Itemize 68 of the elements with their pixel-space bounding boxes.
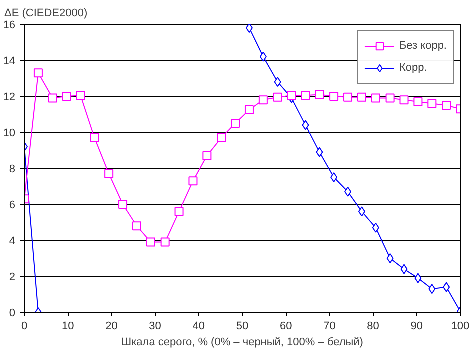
point (188, 176, 198, 186)
point (244, 106, 254, 114)
point (202, 151, 212, 160)
point (174, 207, 184, 216)
point (316, 147, 324, 158)
point (231, 119, 240, 128)
point (371, 94, 380, 103)
x-tick-label: 80 (367, 320, 380, 332)
x-tick-label: 40 (192, 320, 206, 332)
y-tick-label: 6 (9, 200, 16, 212)
point (258, 96, 268, 105)
point (443, 282, 450, 292)
point (76, 91, 86, 100)
point (428, 99, 437, 108)
point (274, 77, 282, 88)
point (428, 284, 436, 294)
point (302, 120, 310, 130)
y-tick-label: 4 (9, 236, 16, 248)
point (273, 92, 282, 102)
y-tick-label: 8 (9, 164, 16, 176)
point (48, 94, 58, 103)
y-tick-label: 2 (9, 272, 16, 284)
point (442, 101, 452, 110)
point (358, 206, 366, 217)
x-tick-label: 90 (410, 320, 424, 332)
point (344, 186, 352, 197)
x-axis-title: Шкала серого, % (0% – черный, 100% – белый) (122, 336, 364, 348)
y-tick-label: 10 (3, 128, 16, 140)
x-tick-label: 10 (62, 320, 74, 332)
legend-label: Корр. (399, 61, 428, 76)
point (34, 68, 43, 78)
point (330, 92, 339, 101)
point (414, 273, 422, 284)
point (414, 97, 423, 106)
point (287, 91, 296, 100)
y-axis-title: ΔE (CIEDE2000) (4, 8, 88, 20)
point (62, 92, 72, 101)
point (301, 91, 310, 100)
x-tick-label: 100 (451, 320, 470, 332)
point (386, 94, 395, 103)
point (160, 238, 170, 247)
point (217, 133, 226, 142)
point (146, 238, 156, 247)
point (132, 222, 142, 231)
x-tick-label: 70 (324, 320, 336, 332)
point (260, 52, 267, 62)
point (400, 96, 409, 105)
y-tick-label: 14 (3, 56, 16, 68)
point (118, 200, 128, 209)
y-tick-label: 0 (9, 308, 16, 320)
x-tick-label: 20 (106, 320, 118, 332)
y-tick-label: 12 (3, 92, 16, 104)
point (104, 169, 114, 178)
y-tick-label: 16 (3, 20, 16, 32)
point (386, 254, 394, 264)
point (90, 133, 100, 142)
point (357, 92, 366, 102)
point (315, 90, 324, 100)
x-tick-label: 50 (236, 320, 249, 332)
point (330, 172, 338, 182)
point (344, 92, 353, 102)
legend-label: Без корр. (399, 39, 447, 54)
x-tick-label: 30 (149, 320, 162, 332)
x-tick-label: 0 (21, 320, 28, 332)
point (246, 24, 253, 34)
point (400, 264, 408, 274)
x-tick-label: 60 (280, 320, 292, 332)
point (372, 222, 380, 233)
